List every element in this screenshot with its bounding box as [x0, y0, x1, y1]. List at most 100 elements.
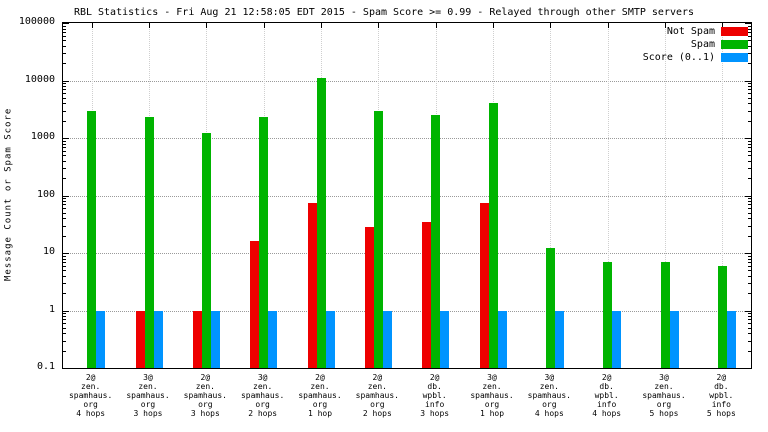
legend-swatch	[721, 53, 748, 62]
bar-score-0-1	[268, 310, 278, 368]
bar-not-spam	[479, 202, 489, 368]
y-tick-mark	[745, 368, 751, 369]
x-tick-mark	[493, 23, 494, 28]
bar-not-spam	[250, 241, 260, 368]
y-minor-tick	[63, 63, 66, 65]
y-minor-tick	[748, 28, 751, 30]
y-tick-mark	[745, 195, 751, 197]
bar-score-0-1	[497, 310, 507, 368]
y-minor-tick	[748, 31, 751, 33]
y-tick-mark	[63, 138, 69, 139]
y-minor-tick	[63, 146, 66, 148]
y-minor-tick	[748, 198, 751, 200]
legend-label: Spam	[690, 39, 715, 50]
x-tick-mark	[550, 23, 552, 28]
bar-spam	[259, 117, 269, 368]
y-minor-tick	[63, 83, 66, 85]
y-minor-tick	[748, 25, 751, 27]
y-minor-tick	[63, 319, 66, 321]
y-minor-tick	[63, 103, 66, 105]
y-tick-mark	[63, 195, 69, 197]
y-minor-tick	[63, 198, 66, 200]
y-gridline	[63, 80, 751, 82]
y-minor-tick	[63, 327, 66, 329]
y-minor-tick	[748, 93, 751, 95]
y-minor-tick	[748, 83, 751, 85]
y-minor-tick	[748, 316, 751, 318]
bar-spam	[201, 133, 211, 368]
x-tick-mark	[722, 23, 724, 28]
bar-score-0-1	[669, 310, 679, 368]
x-category-label: 2@ db. wpbl. info 4 hops	[592, 373, 622, 418]
x-tick-mark	[435, 23, 437, 28]
y-minor-tick	[63, 110, 66, 112]
y-minor-tick	[748, 319, 751, 321]
y-minor-tick	[63, 261, 66, 263]
legend-row: Not Spam	[643, 26, 748, 37]
y-minor-tick	[63, 155, 66, 157]
y-minor-tick	[748, 53, 751, 55]
bar-score-0-1	[96, 310, 106, 368]
x-category-label: 3@ zen. spamhaus. org 4 hops	[527, 373, 571, 418]
y-minor-tick	[63, 168, 66, 170]
y-minor-tick	[63, 150, 66, 152]
y-minor-tick	[63, 93, 66, 95]
y-minor-tick	[748, 35, 751, 37]
bar-score-0-1	[726, 310, 736, 368]
y-minor-tick	[748, 293, 751, 295]
y-minor-tick	[63, 204, 66, 206]
y-minor-tick	[748, 283, 751, 285]
y-gridline	[63, 138, 751, 139]
y-minor-tick	[748, 40, 751, 42]
bar-spam	[488, 103, 498, 368]
y-minor-tick	[748, 160, 751, 162]
y-minor-tick	[63, 258, 66, 260]
bar-score-0-1	[210, 310, 220, 368]
y-minor-tick	[748, 323, 751, 325]
x-category-label: 3@ zen. spamhaus. org 1 hop	[470, 373, 514, 418]
y-minor-tick	[63, 316, 66, 318]
x-tick-mark	[665, 23, 666, 28]
y-minor-tick	[748, 235, 751, 237]
y-tick-mark	[63, 23, 69, 24]
legend-row: Score (0..1)	[643, 52, 748, 63]
x-category-label: 2@ zen. spamhaus. org 3 hops	[183, 373, 227, 418]
y-minor-tick	[63, 270, 66, 272]
y-minor-tick	[63, 89, 66, 91]
y-minor-tick	[63, 40, 66, 42]
y-minor-tick	[63, 35, 66, 37]
bar-not-spam	[307, 202, 317, 368]
y-minor-tick	[63, 45, 66, 47]
legend-swatch	[721, 27, 748, 36]
y-minor-tick	[748, 275, 751, 277]
y-minor-tick	[748, 225, 751, 227]
y-gridline	[63, 253, 751, 254]
x-tick-mark	[91, 23, 93, 28]
bar-score-0-1	[554, 310, 564, 368]
y-minor-tick	[748, 97, 751, 99]
y-axis-title: Message Count or Spam Score	[3, 107, 14, 282]
x-tick-mark	[206, 23, 208, 28]
y-minor-tick	[63, 178, 66, 180]
x-category-label: 3@ zen. spamhaus. org 3 hops	[126, 373, 170, 418]
x-category-label: 2@ zen. spamhaus. org 1 hop	[298, 373, 342, 418]
y-minor-tick	[748, 155, 751, 157]
y-minor-tick	[748, 212, 751, 214]
y-minor-tick	[748, 63, 751, 65]
y-minor-tick	[63, 293, 66, 295]
y-minor-tick	[748, 103, 751, 105]
y-minor-tick	[63, 283, 66, 285]
y-minor-tick	[63, 333, 66, 335]
y-minor-tick	[748, 327, 751, 329]
bar-spam	[603, 261, 613, 368]
bar-not-spam	[364, 227, 374, 368]
y-minor-tick	[63, 218, 66, 220]
y-minor-tick	[63, 143, 66, 145]
y-minor-tick	[748, 143, 751, 145]
x-gridline	[665, 23, 666, 368]
bar-spam	[144, 117, 154, 368]
x-category-label: 2@ zen. spamhaus. org 2 hops	[355, 373, 399, 418]
y-minor-tick	[63, 201, 66, 203]
y-minor-tick	[63, 208, 66, 210]
